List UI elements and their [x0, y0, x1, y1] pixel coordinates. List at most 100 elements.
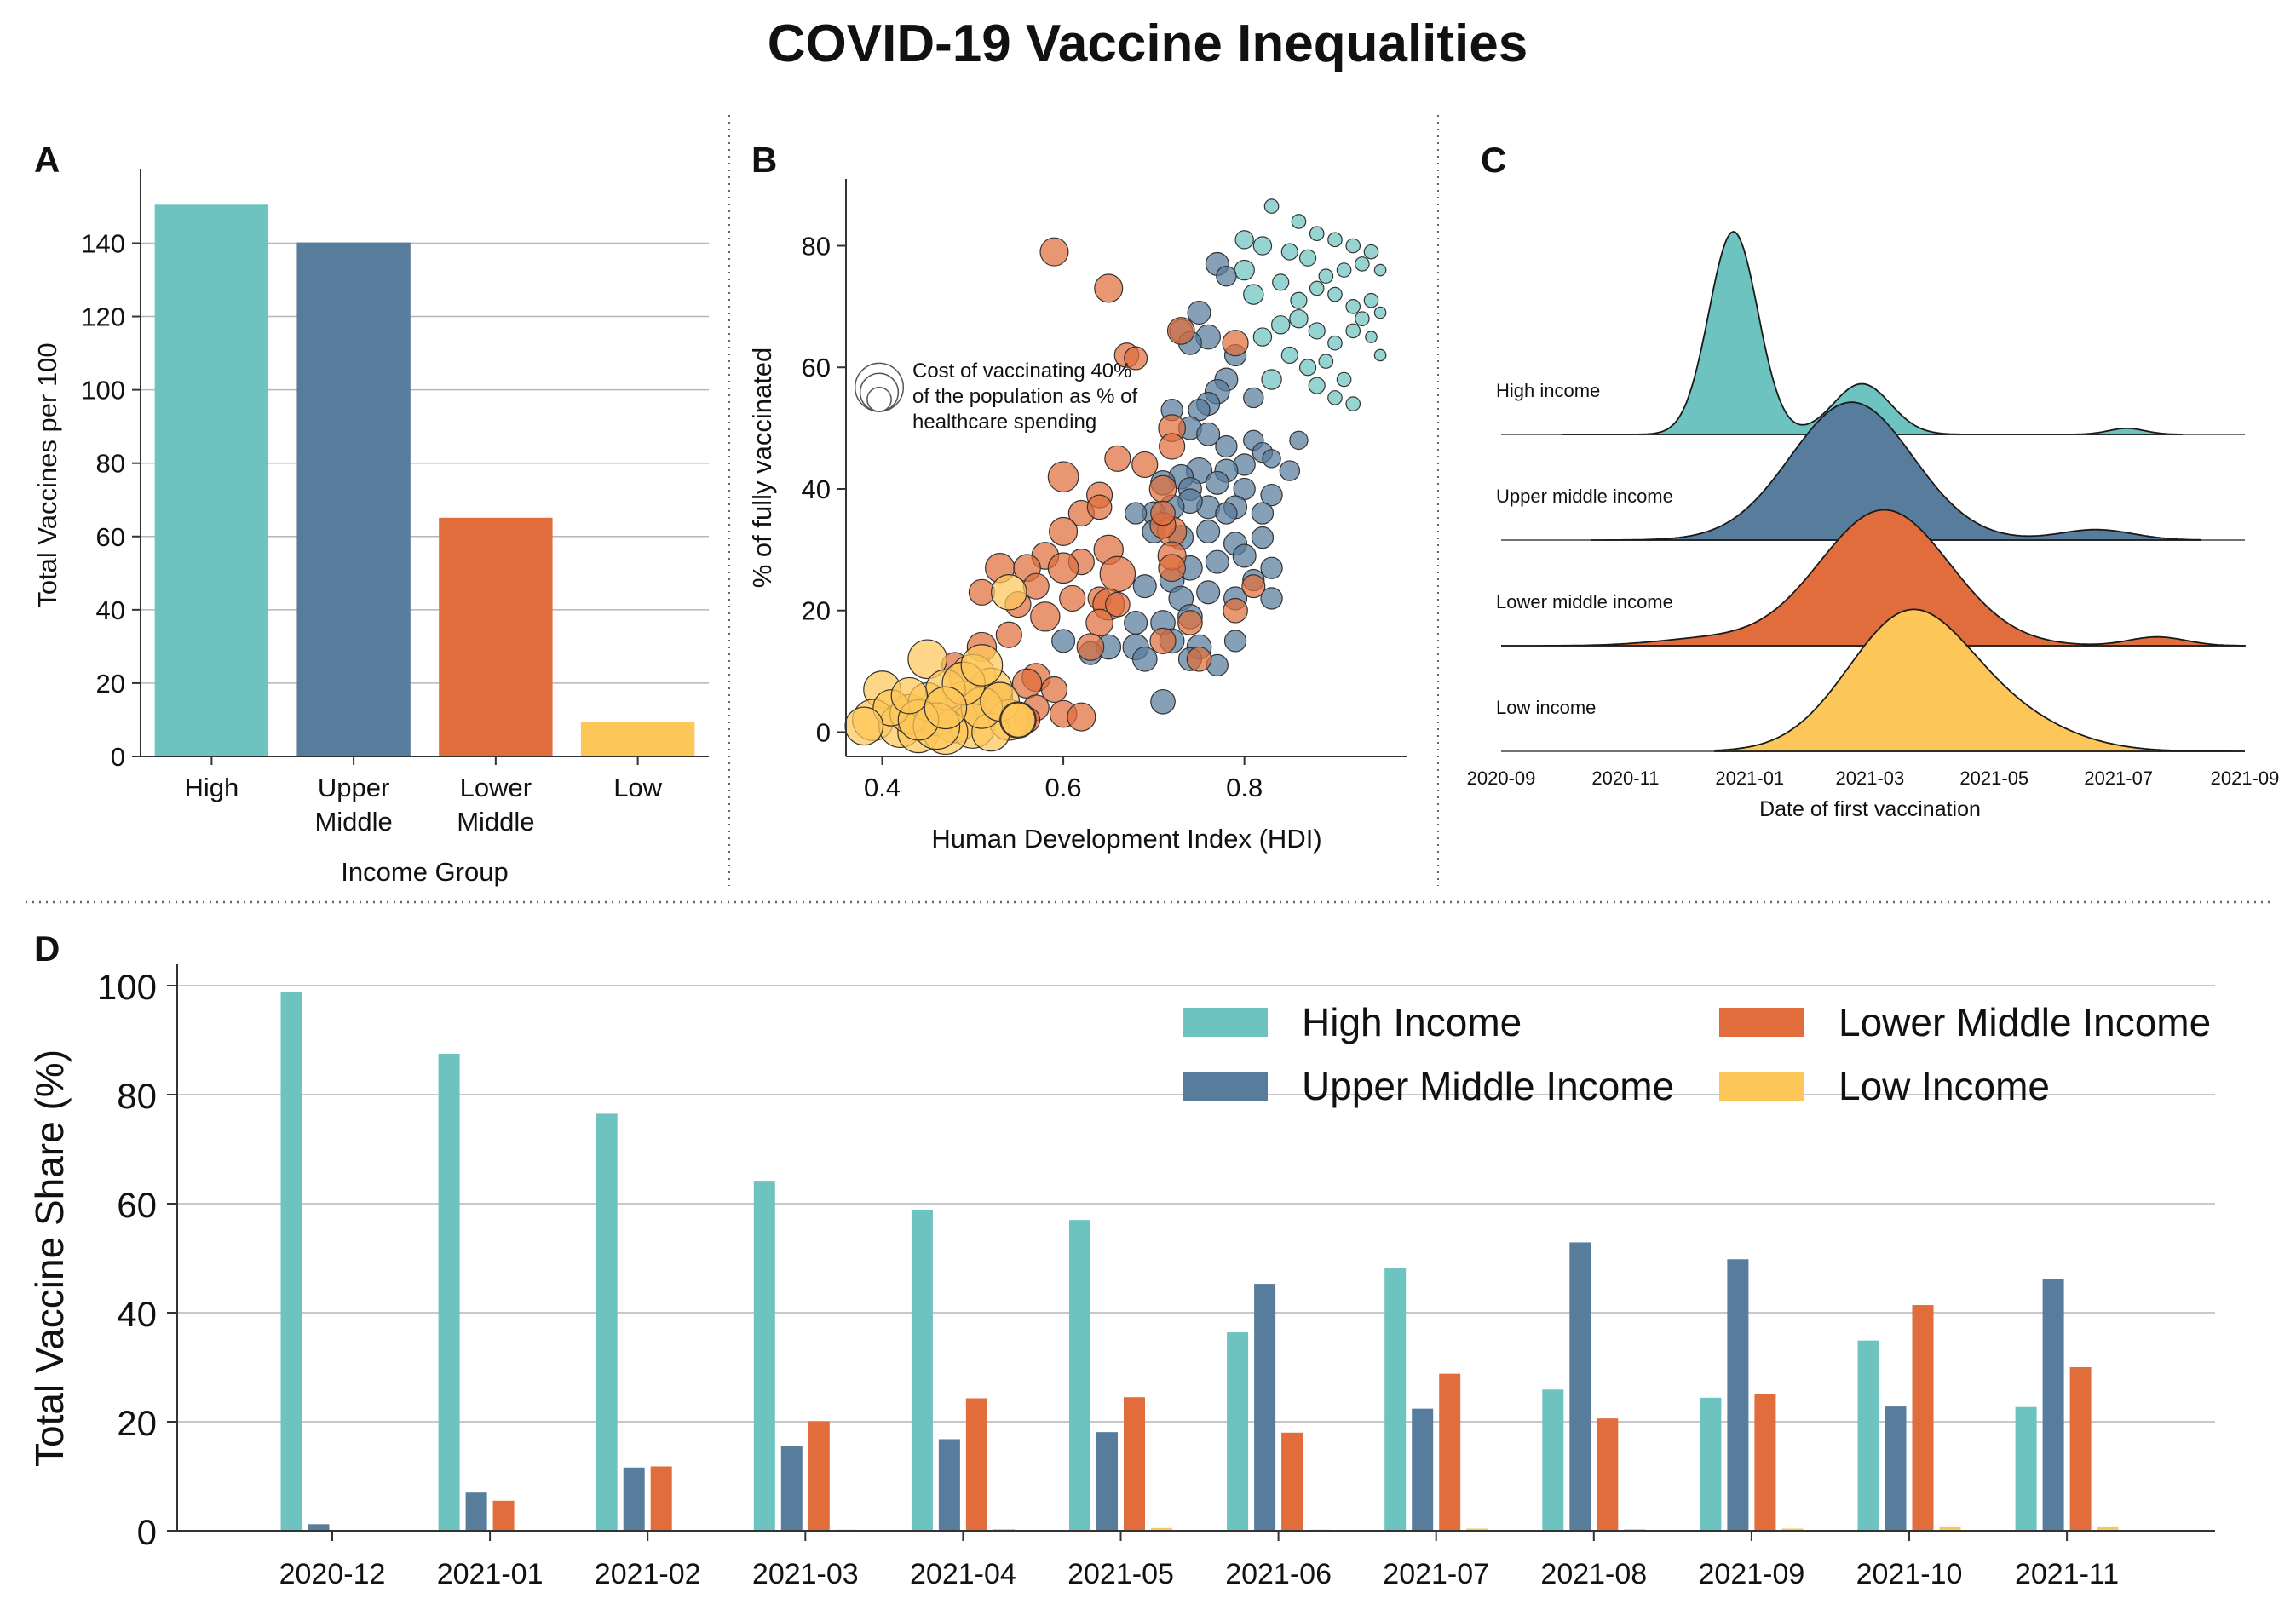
- a-bar-low: [580, 722, 695, 756]
- b-point-high: [1280, 346, 1298, 365]
- b-ytick-label: 80: [802, 232, 831, 262]
- d-bar-lower-middle: [650, 1466, 672, 1531]
- b-point-high: [1263, 198, 1280, 214]
- b-size-legend-text: Cost of vaccinating 40%: [912, 359, 1131, 382]
- b-point-lower-middle: [1049, 516, 1079, 546]
- b-point-lower-middle: [1124, 346, 1148, 371]
- b-point-low: [924, 686, 968, 730]
- a-ytick-label: 80: [96, 449, 125, 479]
- a-ytick-label: 60: [96, 522, 125, 552]
- b-point-high: [1243, 284, 1264, 305]
- a-ylabel: Total Vaccines per 100: [32, 342, 62, 607]
- b-point-high: [1308, 377, 1326, 394]
- a-ytick-label: 140: [81, 228, 125, 258]
- b-point-upper-middle: [1223, 630, 1247, 653]
- b-point-upper-middle: [1243, 387, 1264, 409]
- b-point-high: [1345, 299, 1361, 314]
- b-point-high: [1234, 259, 1255, 281]
- b-point-low: [890, 676, 929, 715]
- d-bar-lower-middle: [1124, 1397, 1145, 1531]
- d-bar-upper-middle: [1254, 1284, 1276, 1531]
- c-xtick-label: 2021-03: [1836, 768, 1905, 789]
- d-ytick-label: 40: [117, 1294, 157, 1334]
- c-ridge-upper-middle: [1591, 401, 2201, 541]
- d-xtick-label: 2021-11: [2015, 1558, 2119, 1590]
- d-bar-upper-middle: [1569, 1242, 1591, 1531]
- a-ytick-label: 120: [81, 302, 125, 332]
- c-xtick-label: 2020-09: [1467, 768, 1536, 789]
- b-point-lower-middle: [1039, 237, 1069, 267]
- d-bar-low: [1939, 1526, 1961, 1531]
- b-point-upper-middle: [1232, 543, 1257, 568]
- b-point-upper-middle: [1260, 483, 1283, 507]
- d-bar-upper-middle: [1096, 1432, 1118, 1531]
- d-bar-lower-middle: [1281, 1432, 1303, 1531]
- d-legend-swatch-low: [1719, 1072, 1804, 1101]
- d-legend-swatch-high: [1183, 1008, 1268, 1037]
- d-bar-upper-middle: [2042, 1279, 2064, 1531]
- d-bar-high: [1700, 1397, 1722, 1531]
- b-point-lower-middle: [1094, 273, 1124, 303]
- d-xtick-label: 2021-10: [1856, 1558, 1963, 1590]
- c-xtick-label: 2020-11: [1591, 768, 1659, 789]
- b-point-upper-middle: [1251, 502, 1275, 525]
- b-point-lower-middle: [1177, 610, 1203, 635]
- b-point-upper-middle: [1216, 265, 1237, 287]
- b-point-high: [1270, 315, 1291, 335]
- b-point-lower-middle: [1059, 584, 1086, 612]
- d-bar-high: [1069, 1220, 1090, 1531]
- b-point-upper-middle: [1051, 629, 1076, 653]
- b-ytick-label: 20: [802, 596, 831, 626]
- c-ridge-high: [1562, 231, 2183, 435]
- d-ytick-label: 0: [137, 1512, 157, 1552]
- d-bar-upper-middle: [465, 1492, 487, 1531]
- b-point-upper-middle: [1251, 526, 1275, 549]
- d-bar-high: [596, 1113, 618, 1531]
- b-point-high: [1365, 331, 1378, 343]
- d-xtick-label: 2021-03: [752, 1558, 859, 1590]
- b-point-high: [1298, 249, 1317, 267]
- d-ytick-label: 60: [117, 1185, 157, 1225]
- d-legend-swatch-upper-middle: [1183, 1072, 1268, 1101]
- b-point-high: [1355, 256, 1370, 272]
- a-xtick-label: Low: [613, 773, 662, 802]
- b-point-upper-middle: [1262, 449, 1281, 469]
- b-point-lower-middle: [1030, 601, 1061, 632]
- b-point-lower-middle: [1099, 555, 1136, 593]
- d-ytick-label: 20: [117, 1403, 157, 1443]
- b-point-high: [1336, 371, 1352, 388]
- d-ylabel: Total Vaccine Share (%): [27, 1049, 72, 1467]
- b-point-lower-middle: [1047, 461, 1079, 493]
- b-point-lower-middle: [1149, 627, 1177, 655]
- b-point-low: [960, 644, 1004, 687]
- b-ytick-label: 0: [816, 717, 831, 747]
- b-point-high: [1327, 286, 1343, 302]
- b-point-high: [1290, 291, 1308, 309]
- d-xtick-label: 2021-09: [1699, 1558, 1805, 1590]
- b-point-low: [1000, 702, 1036, 738]
- b-point-lower-middle: [1148, 474, 1177, 503]
- panel-c-label: C: [1481, 140, 1506, 180]
- b-ytick-label: 60: [802, 353, 831, 382]
- b-point-lower-middle: [968, 578, 996, 606]
- b-point-high: [1373, 263, 1387, 277]
- b-ytick-label: 40: [802, 474, 831, 504]
- b-point-lower-middle: [1105, 591, 1131, 618]
- b-point-high: [1345, 238, 1361, 254]
- b-point-high: [1327, 232, 1343, 248]
- b-point-high: [1345, 323, 1361, 339]
- b-point-low: [844, 706, 884, 746]
- b-point-lower-middle: [1104, 445, 1131, 472]
- b-point-high: [1363, 292, 1379, 308]
- panel-c: C High income Upper middle income Lower mi…: [1467, 140, 2280, 821]
- d-bar-lower-middle: [1754, 1394, 1776, 1531]
- d-xtick-label: 2021-01: [437, 1558, 544, 1590]
- c-xlabel: Date of first vaccination: [1759, 797, 1981, 821]
- b-point-upper-middle: [1196, 422, 1221, 446]
- b-point-high: [1298, 359, 1317, 377]
- b-point-lower-middle: [1166, 317, 1195, 345]
- d-bar-lower-middle: [1597, 1418, 1619, 1531]
- d-bar-upper-middle: [938, 1439, 960, 1531]
- d-bar-low: [1151, 1527, 1172, 1531]
- b-point-high: [1272, 273, 1290, 291]
